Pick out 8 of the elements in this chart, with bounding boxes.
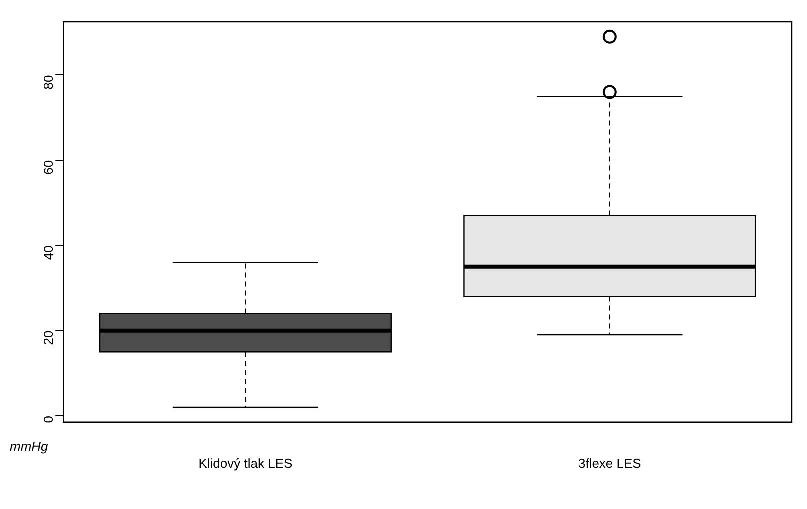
y-tick-label: 0 xyxy=(41,416,56,424)
y-tick-label: 20 xyxy=(41,330,56,346)
y-tick-label: 80 xyxy=(41,75,56,90)
y-tick-label: 40 xyxy=(41,246,56,260)
y-tick-label: 60 xyxy=(41,160,56,175)
text: mmHg xyxy=(10,439,50,454)
x-tick-label: Klidový tlak LES xyxy=(198,456,293,471)
x-tick-label: 3flexe LES xyxy=(578,456,642,471)
